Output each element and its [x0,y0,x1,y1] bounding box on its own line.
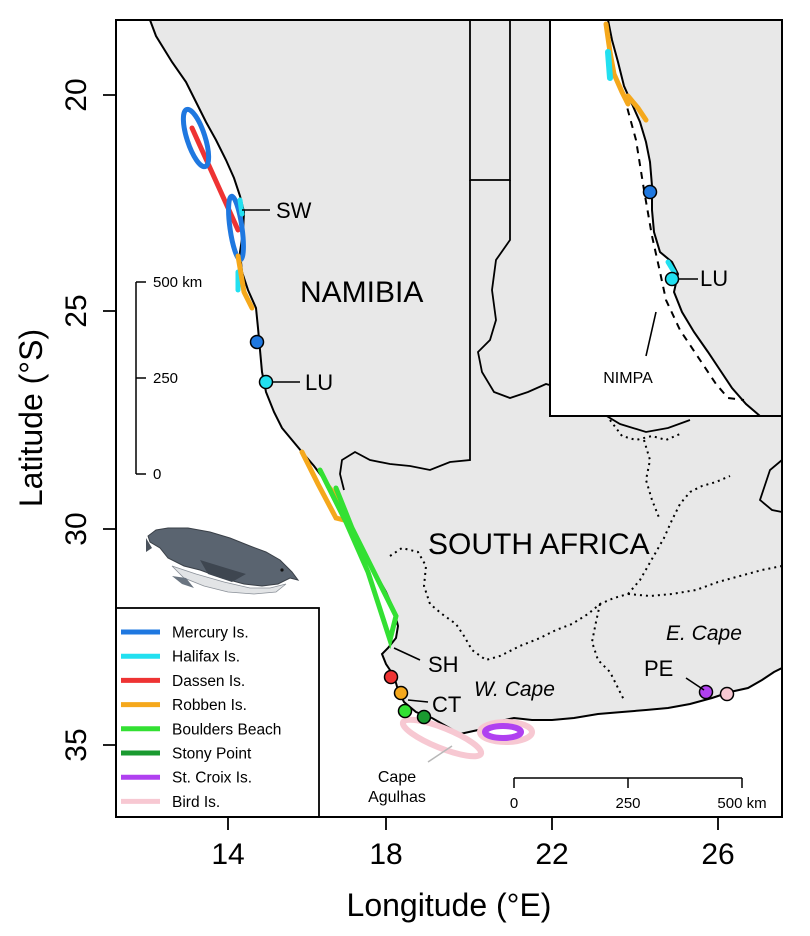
range-robben-is [235,253,255,311]
legend-item: Halifax Is. [121,649,240,666]
legend-label: Stony Point [172,746,252,763]
legend-label: St. Croix Is. [172,770,252,787]
y-tick-35: 35 [60,728,93,761]
x-tick-22: 22 [535,838,568,871]
inset-frame [549,19,783,417]
label-leaders [242,209,705,703]
legend-box [115,607,320,818]
inset-label-lu: LU [700,266,728,291]
scale-v-mid: 250 [153,370,178,387]
legend: Mercury Is. Halifax Is. Dassen Is. Robben I… [115,607,320,818]
range-boulders-beach [317,467,399,650]
inset-nimpa-leader [645,311,657,357]
legend-item: Dassen Is. [121,673,245,690]
inset-label-nimpa: NIMPA [603,370,653,387]
province-borders [389,419,783,701]
legend-item: Bird Is. [121,794,220,811]
inset-colony-halifax [664,271,680,287]
nimpa-boundary [623,95,745,401]
range-mercury-is [180,106,212,170]
colony-halifax-is [258,374,274,390]
legend-label: Dassen Is. [172,673,245,690]
colony-bird-is [719,686,735,702]
legend-label: Halifax Is. [172,649,240,666]
label-sw: SW [276,198,312,223]
scale-h-left: 0 [510,795,518,812]
label-pe: PE [644,656,673,681]
scale-v-top: 500 km [153,274,202,291]
axis-ticks [103,94,719,830]
label-e-cape: E. Cape [666,622,742,645]
y-tick-20: 20 [60,78,93,111]
range-bird-is-2 [477,719,535,745]
x-tick-14: 14 [211,838,244,871]
colony-boulders-beach [397,703,413,719]
colony-stony-point [416,709,432,725]
label-lu: LU [305,370,333,395]
legend-item: Robben Is. [121,697,247,714]
y-tick-25: 25 [60,294,93,327]
y-axis-title: Latitude (°S) [13,329,49,507]
legend-item: Stony Point [121,746,252,763]
x-axis-title: Longitude (°E) [347,887,552,923]
colony-points [249,334,735,725]
legend-label: Boulders Beach [172,721,281,738]
label-sh: SH [428,652,459,677]
label-south-africa: SOUTH AFRICA [428,528,650,561]
legend-label: Robben Is. [172,697,247,714]
inset-range-robben [603,21,631,107]
label-agulhas: Agulhas [368,789,426,806]
label-cape: Cape [378,769,416,786]
range-bird-is [399,716,485,760]
legend-label: Bird Is. [172,794,220,811]
range-st-croix-is [482,723,524,741]
y-tick-30: 30 [60,512,93,545]
label-ct: CT [432,692,461,717]
inset-map: LU NIMPA [549,19,783,417]
inset-range-halifax-2 [665,259,677,275]
cape-agulhas-leader [427,745,453,763]
inset-colony-mercury [642,184,658,200]
colony-mercury-is [249,334,265,350]
legend-label: Mercury Is. [172,625,249,642]
legend-item: St. Croix Is. [121,770,252,787]
horizontal-scale-bar: 0 250 500 km [510,777,767,812]
legend-item: Boulders Beach [121,721,281,738]
label-w-cape: W. Cape [474,678,555,701]
scale-v-bottom: 0 [153,466,161,483]
x-tick-26: 26 [701,838,734,871]
inset-range-halifax [605,49,613,81]
colony-dassen-is [383,669,399,685]
colony-robben-is [393,685,409,701]
map-frame [115,19,783,818]
x-tick-18: 18 [369,838,402,871]
scale-h-mid: 250 [615,795,640,812]
scale-h-right: 500 km [717,795,766,812]
range-halifax-is-2 [237,197,245,217]
vertical-scale-bar: 500 km 250 0 [135,274,202,483]
penguin-illustration [146,527,300,595]
inset-range-robben-2 [625,93,649,123]
foraging-ranges [180,106,535,760]
legend-item: Mercury Is. [121,625,249,642]
label-namibia: NAMIBIA [300,276,423,309]
